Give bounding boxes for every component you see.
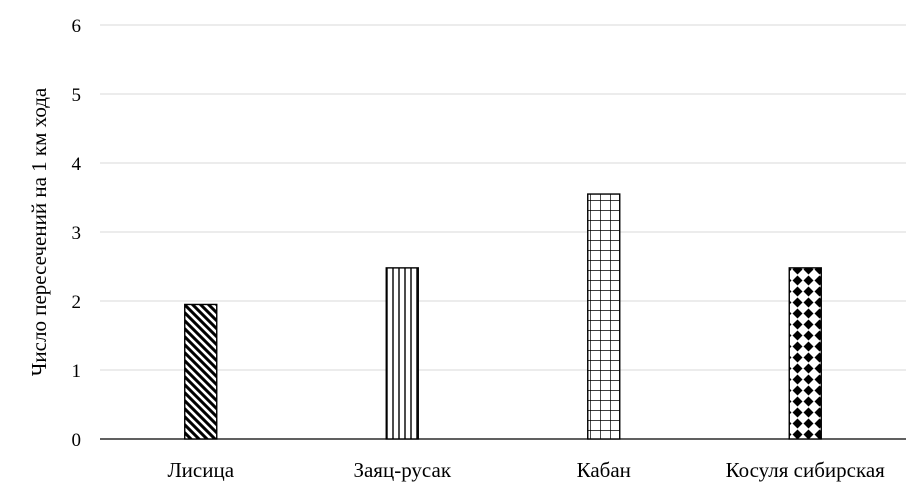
bar bbox=[184, 303, 218, 440]
gridlines bbox=[100, 24, 906, 440]
bar bbox=[788, 267, 822, 440]
x-category-label: Косуля сибирская bbox=[726, 458, 886, 482]
y-tick-label: 2 bbox=[72, 292, 82, 313]
y-tick-label: 5 bbox=[72, 85, 82, 106]
bars bbox=[184, 193, 822, 440]
y-tick-label: 6 bbox=[72, 16, 82, 37]
bar bbox=[385, 267, 419, 440]
x-category-label: Лисица bbox=[167, 458, 234, 482]
y-axis-label: Число пересечений на 1 км хода bbox=[27, 87, 51, 376]
x-category-label: Заяц-русак bbox=[353, 458, 451, 482]
x-category-label: Кабан bbox=[577, 458, 631, 482]
y-tick-label: 0 bbox=[72, 430, 82, 451]
x-axis-categories: Лисица Заяц-русак Кабан Косуля сибирская bbox=[167, 458, 885, 482]
y-tick-label: 4 bbox=[72, 154, 82, 175]
y-tick-label: 1 bbox=[72, 361, 82, 382]
y-axis-ticks: 0 1 2 3 4 5 6 bbox=[72, 16, 82, 451]
y-tick-label: 3 bbox=[72, 223, 82, 244]
bar bbox=[587, 193, 621, 440]
